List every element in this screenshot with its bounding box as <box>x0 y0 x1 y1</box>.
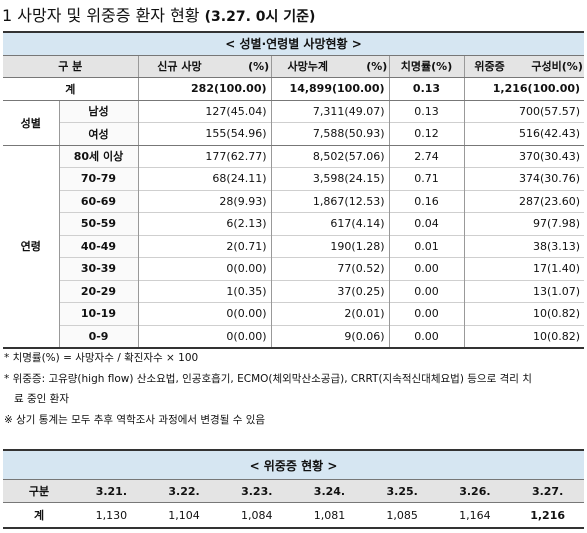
table-row-age: 30-39 0(0.00) 77(0.52) 0.00 17(1.40) <box>3 257 585 280</box>
table2-caption: < 위중증 현황 > <box>3 449 584 480</box>
header-critical: 위중증 구성비(%) <box>463 54 585 78</box>
header-new-deaths: 신규 사망 (%) <box>137 54 271 78</box>
group-label-sex: 성별 <box>3 100 59 146</box>
title-date: (3.27. 0시 기준) <box>204 9 316 25</box>
note-disclaimer: ※ 상기 통계는 모두 추후 역학조사 과정에서 변경될 수 있음 <box>4 414 266 426</box>
table-row-total: 계 282(100.00) 14,899(100.00) 0.13 1,216(… <box>3 77 585 101</box>
header-cum-deaths: 사망누계 (%) <box>270 54 389 78</box>
table-row-age: 10-19 0(0.00) 2(0.01) 0.00 10(0.82) <box>3 302 585 325</box>
table-row-female: 여성 155(54.96) 7,588(50.93) 0.12 516(42.4… <box>3 122 585 146</box>
table-row-male: 성별 남성 127(45.04) 7,311(49.07) 0.13 700(5… <box>3 100 585 146</box>
note-fatality: * 치명률(%) = 사망자수 / 확진자수 × 100 <box>4 352 199 364</box>
table-row-age: 60-69 28(9.93) 1,867(12.53) 0.16 287(23.… <box>3 189 585 213</box>
group-label-age: 연령 <box>3 145 59 349</box>
table-row-age: 70-79 68(24.11) 3,598(24.15) 0.71 374(30… <box>3 167 585 190</box>
header-fatality: 치명률(%) <box>388 54 464 78</box>
table-row-age: 0-9 0(0.00) 9(0.06) 0.00 10(0.82) <box>3 324 585 349</box>
note-critical-cont: 료 중인 환자 <box>14 393 69 405</box>
table-header: 구 분 신규 사망 (%) 사망누계 (%) 치명률(%) 위중증 구성비(%) <box>3 54 585 78</box>
critical-status-table: < 위중증 현황 > 구분 3.21. 3.22. 3.23. 3.24. 3.… <box>3 449 584 529</box>
page-title: 1 사망자 및 위중증 환자 현황 (3.27. 0시 기준) <box>2 3 585 29</box>
header-category: 구 분 <box>3 54 138 78</box>
table-row-age: 40-49 2(0.71) 190(1.28) 0.01 38(3.13) <box>3 234 585 258</box>
table-row-age: 20-29 1(0.35) 37(0.25) 0.00 13(1.07) <box>3 279 585 303</box>
table-row-age: 50-59 6(2.13) 617(4.14) 0.04 97(7.98) <box>3 212 585 235</box>
note-critical: * 위중증: 고유량(high flow) 산소요법, 인공호흡기, ECMO(… <box>4 373 532 385</box>
table2-header: 구분 3.21. 3.22. 3.23. 3.24. 3.25. 3.26. 3… <box>3 479 584 503</box>
table2-row: 계 1,130 1,104 1,084 1,081 1,085 1,164 1,… <box>3 502 584 529</box>
death-status-table: < 성별·연령별 사망현황 > 구 분 신규 사망 (%) 사망누계 (%) 치명률… <box>3 31 585 349</box>
table-row-age: 연령 80세 이상 177(62.77) 8,502(57.06) 2.74 3… <box>3 145 585 349</box>
table-caption: < 성별·연령별 사망현황 > <box>3 31 585 55</box>
title-main: 1 사망자 및 위중증 환자 현황 <box>2 6 205 25</box>
